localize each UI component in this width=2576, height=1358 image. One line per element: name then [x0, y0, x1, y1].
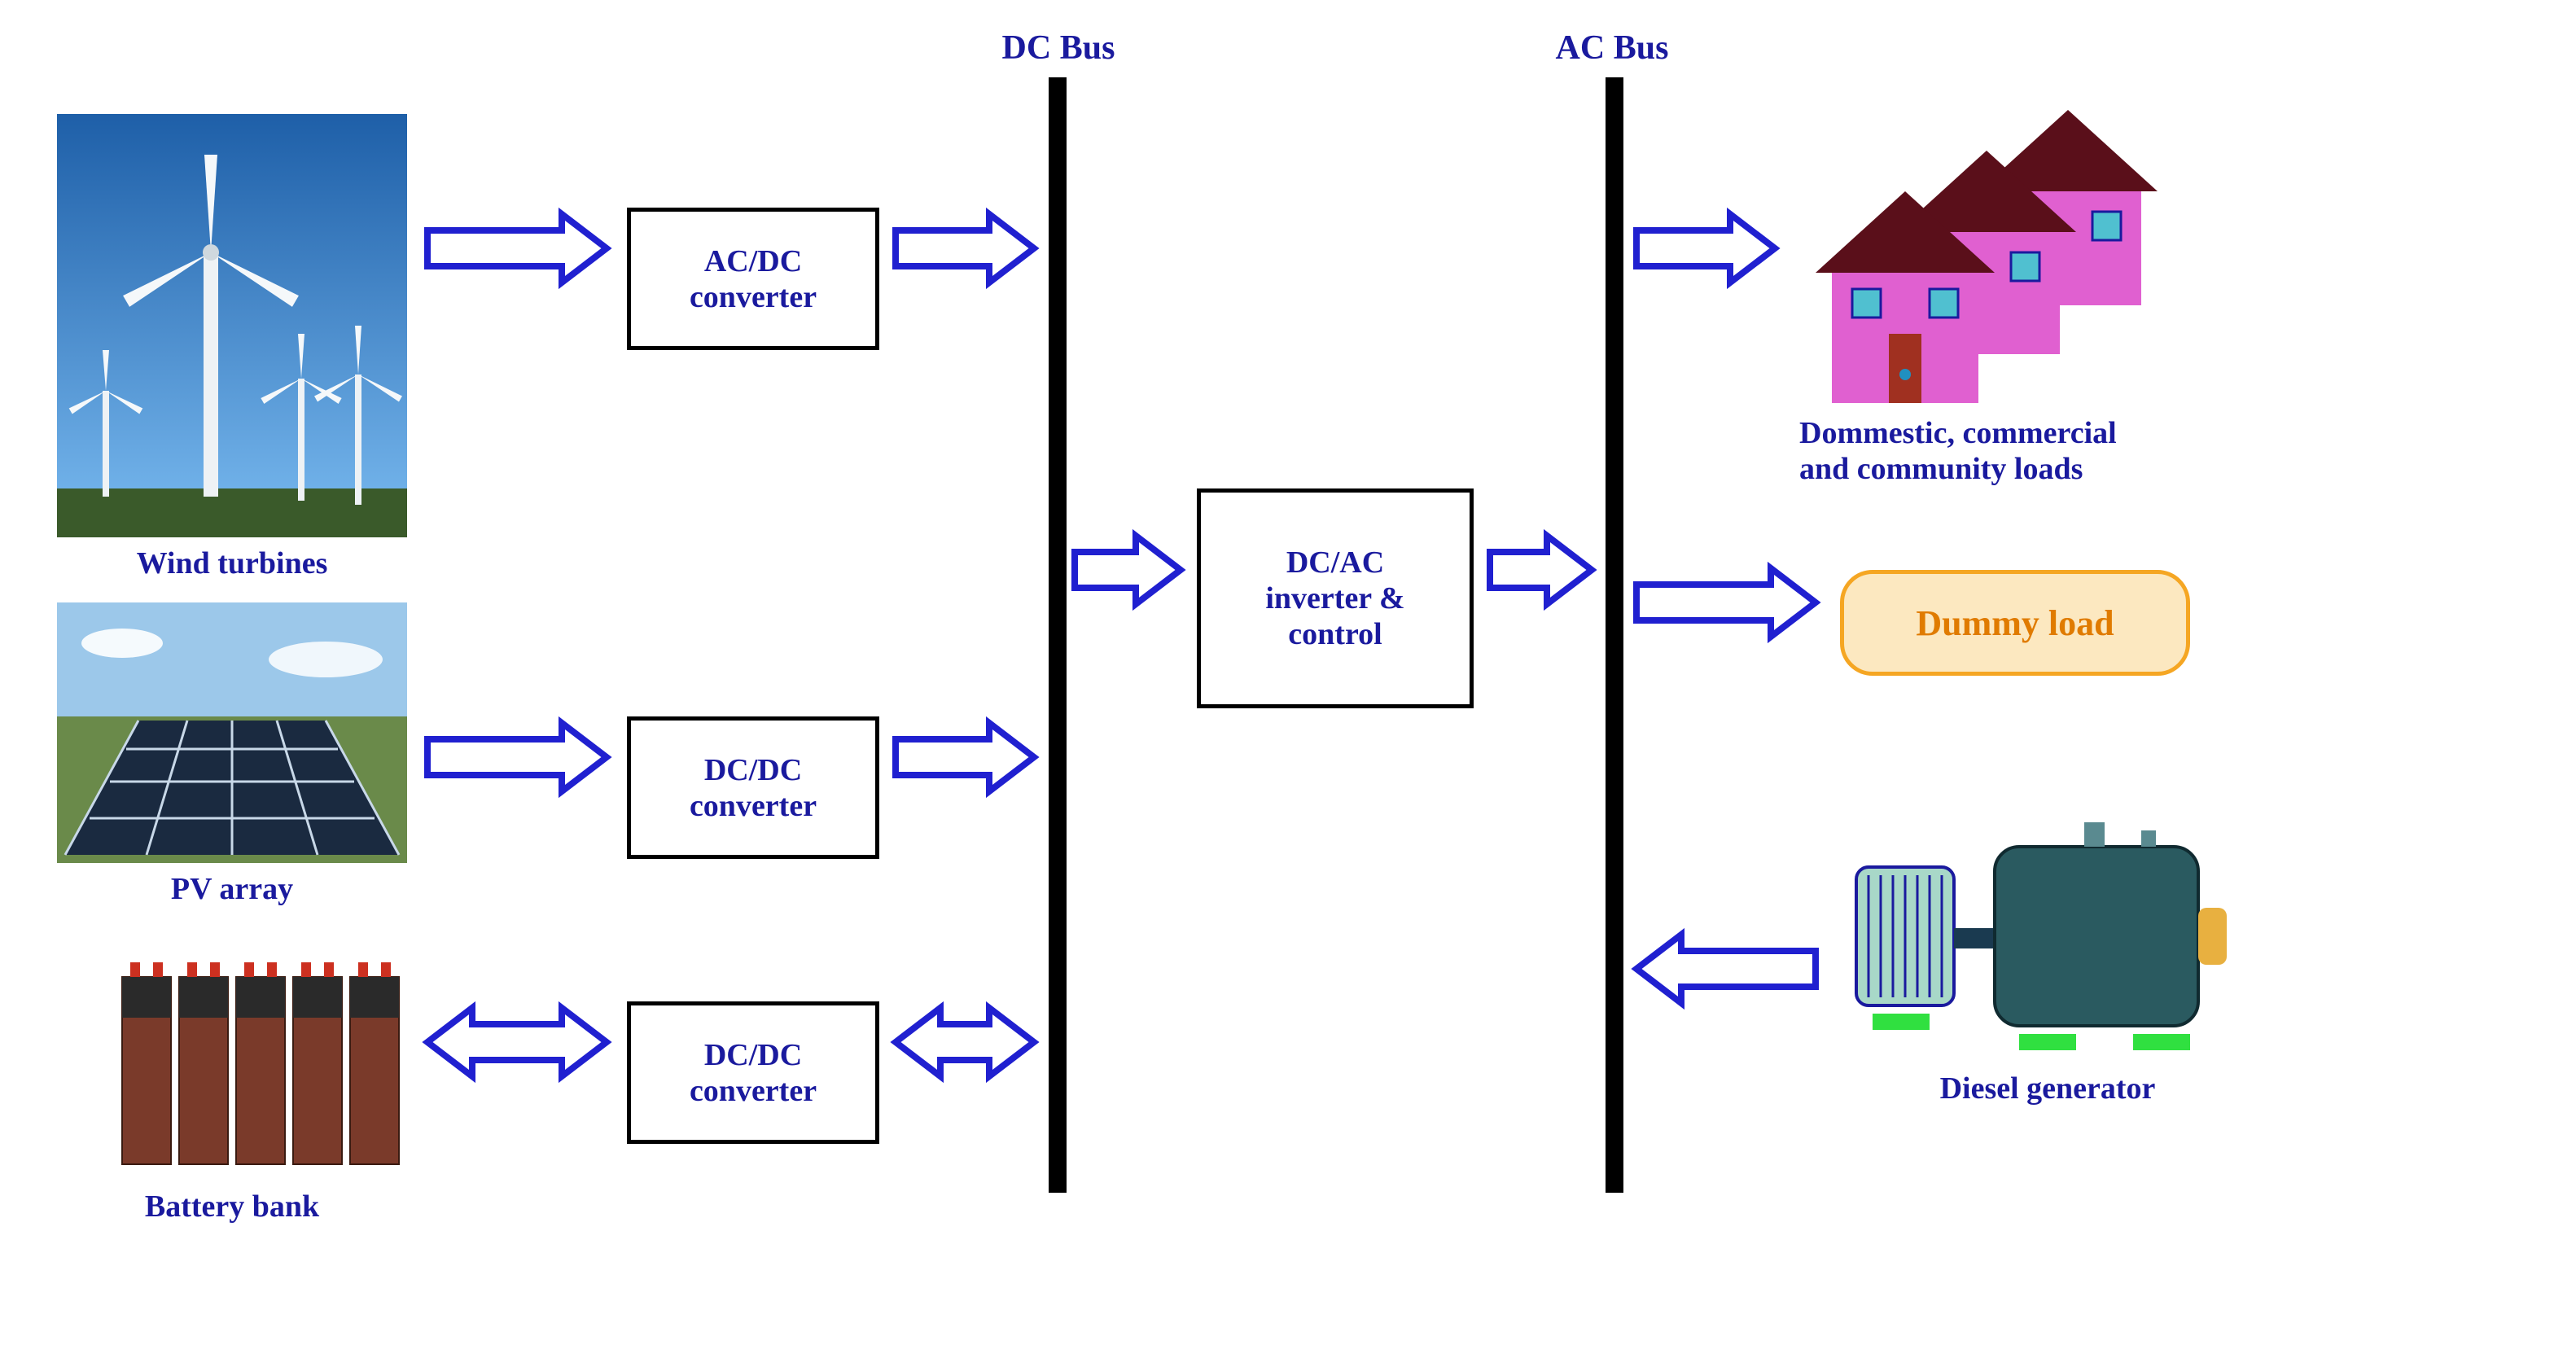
dcac-inverter-line3: control [1265, 616, 1404, 652]
acdc-converter-line2: converter [690, 279, 817, 315]
houses-icon [1807, 94, 2198, 403]
arrow-acbus-to-dummy [1636, 568, 1816, 637]
wind-turbines-icon [57, 114, 407, 537]
dcdc-converter2-line1: DC/DC [690, 1037, 817, 1073]
arrow-conv-to-dcbus3 [896, 1008, 1034, 1076]
battery-bank-label: Battery bank [57, 1189, 407, 1224]
pv-array-label: PV array [57, 871, 407, 907]
dc-bus-label: DC Bus [961, 28, 1156, 68]
arrow-acbus-to-house [1636, 214, 1775, 283]
dcdc-converter1-line1: DC/DC [690, 752, 817, 788]
arrow-conv-to-dcbus2 [896, 723, 1034, 791]
acdc-converter-box: AC/DC converter [627, 208, 879, 350]
houses-label-line2: and community loads [1799, 451, 2328, 487]
houses-label-line1: Dommestic, commercial [1799, 415, 2328, 451]
diesel-generator-label: Diesel generator [1840, 1071, 2255, 1106]
arrow-conv-to-dcbus1 [896, 214, 1034, 283]
dcdc-converter1-box: DC/DC converter [627, 716, 879, 859]
battery-bank-image [114, 928, 407, 1181]
diesel-generator-icon [1840, 802, 2255, 1062]
arrow-pv-to-conv [427, 723, 607, 791]
pv-array-image [57, 602, 407, 863]
wind-turbines-image [57, 114, 407, 537]
diesel-generator-image [1840, 802, 2255, 1062]
dc-bus [1049, 77, 1067, 1193]
arrow-wind-to-conv [427, 214, 607, 283]
ac-bus [1606, 77, 1623, 1193]
dcac-inverter-line1: DC/AC [1265, 545, 1404, 580]
houses-label: Dommestic, commercial and community load… [1799, 415, 2328, 487]
arrow-dcbus-to-inv [1075, 536, 1181, 604]
dummy-load-box: Dummy load [1840, 570, 2190, 676]
battery-bank-icon [114, 928, 407, 1181]
wind-turbines-label: Wind turbines [57, 545, 407, 581]
arrow-batt-to-conv [427, 1008, 607, 1076]
acdc-converter-line1: AC/DC [690, 243, 817, 279]
pv-array-icon [57, 602, 407, 863]
arrow-inv-to-acbus [1490, 536, 1592, 604]
dcac-inverter-box: DC/AC inverter & control [1197, 488, 1474, 708]
arrow-diesel-to-acbus [1636, 935, 1816, 1003]
dcdc-converter2-line2: converter [690, 1073, 817, 1109]
ac-bus-label: AC Bus [1514, 28, 1710, 68]
houses-image [1807, 94, 2198, 403]
dcac-inverter-line2: inverter & [1265, 580, 1404, 616]
dcdc-converter1-line2: converter [690, 788, 817, 824]
dcdc-converter2-box: DC/DC converter [627, 1001, 879, 1144]
